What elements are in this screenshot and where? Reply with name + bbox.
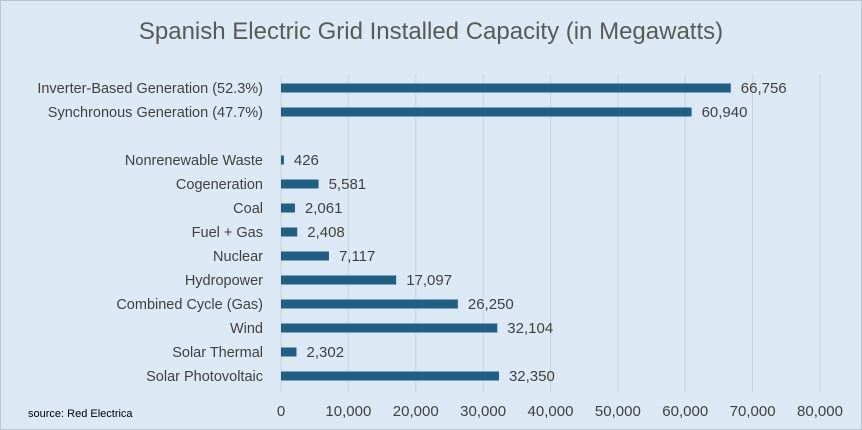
bars (281, 83, 731, 381)
bar (281, 251, 329, 261)
data-label: 2,408 (307, 224, 345, 241)
x-tick-label: 30,000 (460, 403, 506, 420)
x-tick-label: 10,000 (325, 403, 371, 420)
data-label: 2,302 (307, 344, 345, 361)
bar (281, 371, 499, 381)
bar (281, 227, 298, 237)
data-label: 2,061 (305, 200, 343, 217)
category-label: Solar Thermal (172, 345, 263, 361)
x-tick-label: 80,000 (797, 403, 843, 420)
data-label: 426 (294, 152, 319, 169)
category-label: Coal (233, 201, 263, 217)
category-label: Cogeneration (176, 177, 263, 193)
data-label: 17,097 (406, 272, 452, 289)
category-label: Nonrenewable Waste (125, 153, 263, 169)
value-labels: 66,756 60,940 426 5,581 2,061 2,408 7,117 17,09… (294, 80, 787, 385)
data-label: 32,104 (507, 320, 553, 337)
source-note: source: Red Electrica (28, 408, 133, 420)
bar (281, 275, 397, 285)
category-label: Solar Photovoltaic (146, 369, 263, 385)
category-labels: Inverter-Based Generation (52.3%) Synchro… (37, 81, 263, 385)
gridlines (280, 75, 821, 392)
bar (281, 323, 498, 333)
x-tick-label: 20,000 (393, 403, 439, 420)
chart-title: Spanish Electric Grid Installed Capacity… (138, 18, 724, 45)
data-label: 26,250 (468, 296, 514, 313)
category-label: Inverter-Based Generation (52.3%) (37, 81, 263, 97)
bar (281, 179, 319, 189)
bar (281, 299, 458, 309)
category-label: Nuclear (213, 249, 263, 265)
data-label: 7,117 (339, 248, 375, 265)
category-label: Wind (230, 321, 263, 337)
bar (281, 347, 297, 357)
category-label: Fuel + Gas (192, 225, 263, 241)
data-label: 32,350 (509, 368, 555, 385)
bar (281, 107, 692, 117)
data-label: 5,581 (329, 176, 367, 193)
x-tick-labels: 0 10,000 20,000 30,000 40,000 50,000 60,000 70,… (277, 403, 843, 420)
category-label: Synchronous Generation (47.7%) (48, 105, 263, 121)
x-tick-label: 40,000 (528, 403, 574, 420)
x-tick-label: 70,000 (730, 403, 776, 420)
data-label: 66,756 (741, 80, 787, 97)
bar (281, 203, 295, 213)
x-tick-label: 60,000 (662, 403, 708, 420)
bar (281, 83, 731, 93)
x-tick-label: 50,000 (595, 403, 641, 420)
data-label: 60,940 (702, 104, 748, 121)
bar (281, 155, 284, 165)
category-label: Combined Cycle (Gas) (116, 297, 263, 313)
x-tick-label: 0 (277, 403, 285, 420)
category-label: Hydropower (185, 273, 263, 289)
